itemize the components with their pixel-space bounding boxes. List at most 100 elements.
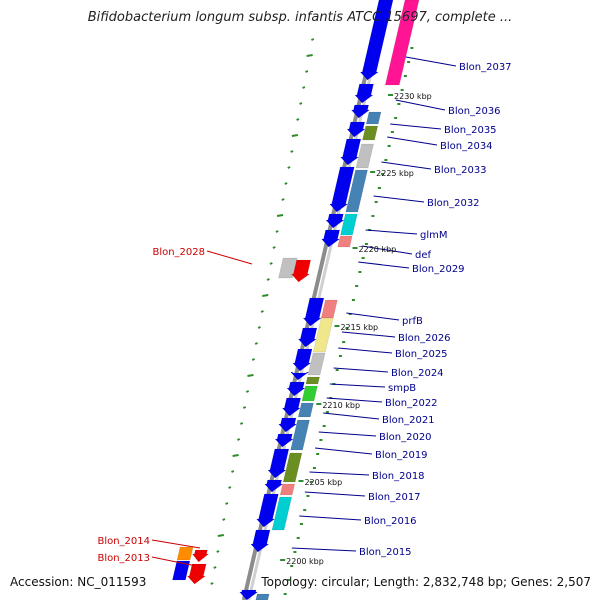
gene-label-blon_2028: Blon_2028 (152, 247, 205, 258)
gene-block-function (305, 376, 320, 385)
gene-block-function (362, 125, 379, 141)
kbp-markers: 2230 kbp 2225 kbp 2220 kbp 2215 kbp 2210 kbp… (280, 92, 432, 566)
leader-line (365, 229, 418, 235)
gene-block-reverse (290, 259, 311, 283)
gene-label-blon_2036: Blon_2036 (448, 106, 501, 117)
gene-block-forward (297, 327, 318, 348)
leader-line (341, 331, 396, 338)
leader-line (381, 161, 432, 170)
gene-label-blon_2016: Blon_2016 (364, 516, 417, 527)
gene-label-blon_2021: Blon_2021 (382, 415, 435, 426)
gene-block-forward (292, 348, 313, 372)
gene-block-function (340, 213, 358, 236)
gene-block-forward (329, 166, 355, 213)
gene-block-forward (281, 397, 302, 417)
gene-label-blon_2019: Blon_2019 (375, 450, 428, 461)
gc-tick (281, 198, 285, 201)
gene-label-blon_2018: Blon_2018 (372, 471, 425, 482)
gene-block-function (313, 317, 334, 353)
gc-tick (213, 566, 217, 569)
gene-blocks (172, 0, 420, 600)
gene-block-forward (350, 104, 371, 119)
gc-tick (242, 406, 247, 409)
gene-block-function (297, 402, 314, 418)
gene-block-forward (325, 213, 345, 229)
gc-tick (290, 150, 294, 153)
leader-line (333, 367, 389, 373)
leader-line (151, 539, 201, 549)
gene-block-function (290, 419, 310, 451)
gene-label-blon_2032: Blon_2032 (427, 198, 480, 209)
gene-block-forward (256, 493, 279, 528)
leader-line (309, 471, 370, 476)
gene-label-blon_2035: Blon_2035 (444, 125, 497, 136)
gc-tick (247, 374, 254, 377)
gene-block-forward (250, 529, 271, 553)
leader-line (329, 383, 386, 388)
gene-block-reverse (186, 563, 207, 585)
gc-tick (231, 470, 235, 473)
gc-tick (254, 342, 258, 345)
gc-tick (262, 294, 269, 297)
kbp-label: 2200 kbp (286, 557, 324, 566)
leader-line (291, 547, 357, 552)
gene-block-forward (274, 433, 294, 448)
gc-tick (272, 246, 276, 249)
gc-tick (266, 278, 270, 281)
gene-block-function (365, 111, 382, 125)
gene-label-blon_2024: Blon_2024 (391, 368, 444, 379)
gene-label-blon_2013: Blon_2013 (97, 553, 150, 564)
gene-block-reverse-function (278, 257, 298, 279)
gc-tick (239, 422, 244, 425)
gene-block-forward (359, 0, 394, 81)
gene-block-reverse (191, 549, 210, 563)
gc-tick (225, 502, 229, 505)
gc-tick (306, 54, 313, 57)
gc-tick (302, 86, 306, 89)
gene-block-function (271, 496, 293, 531)
leader-line (206, 250, 253, 265)
gene-block-forward (290, 371, 310, 381)
gene-label-blon_2029: Blon_2029 (412, 264, 465, 275)
gene-block-function (282, 452, 303, 483)
gene-block-forward (302, 297, 325, 327)
gene-block-magenta (384, 0, 420, 86)
gene-block-function (337, 235, 353, 248)
gene-block-forward (340, 138, 362, 166)
gene-labels: Blon_2037 Blon_2036 Blon_2035 Blon_2034 Blon… (97, 62, 511, 564)
leader-line (299, 515, 362, 521)
gene-block-forward (278, 417, 298, 433)
leader-line (373, 195, 425, 203)
gene-label-blon_2026: Blon_2026 (398, 333, 451, 344)
genome-title: Bifidobacterium longum subsp. infantis A… (87, 10, 513, 25)
gene-label-blon_2034: Blon_2034 (440, 141, 493, 152)
gene-label-prfb: prfB (402, 316, 423, 327)
gc-tick (287, 166, 291, 169)
gene-label-blon_2022: Blon_2022 (385, 398, 438, 409)
leader-line (304, 491, 366, 497)
gc-tick (228, 486, 232, 489)
gene-block-forward (172, 560, 191, 581)
gc-tick (245, 390, 250, 393)
leader-line (387, 136, 438, 146)
gc-tick (296, 118, 300, 121)
gene-block-function (255, 593, 270, 600)
gene-block-function (307, 352, 326, 376)
kbp-label: 2210 kbp (322, 401, 360, 410)
gene-block-function (301, 385, 318, 402)
label-leader-lines (151, 56, 457, 567)
gc-tick (257, 326, 261, 329)
gc-tick (284, 182, 288, 185)
gene-block-function (279, 483, 296, 496)
gene-label-blon_2020: Blon_2020 (379, 432, 432, 443)
leader-line (338, 347, 393, 354)
gene-label-def: def (415, 250, 432, 261)
gene-block-forward (346, 121, 366, 138)
gc-tick (251, 358, 255, 361)
leader-line (361, 245, 413, 255)
gc-tick (305, 70, 309, 73)
gc-tick (232, 454, 239, 457)
gc-tick (222, 518, 226, 521)
gc-tick (291, 134, 299, 137)
